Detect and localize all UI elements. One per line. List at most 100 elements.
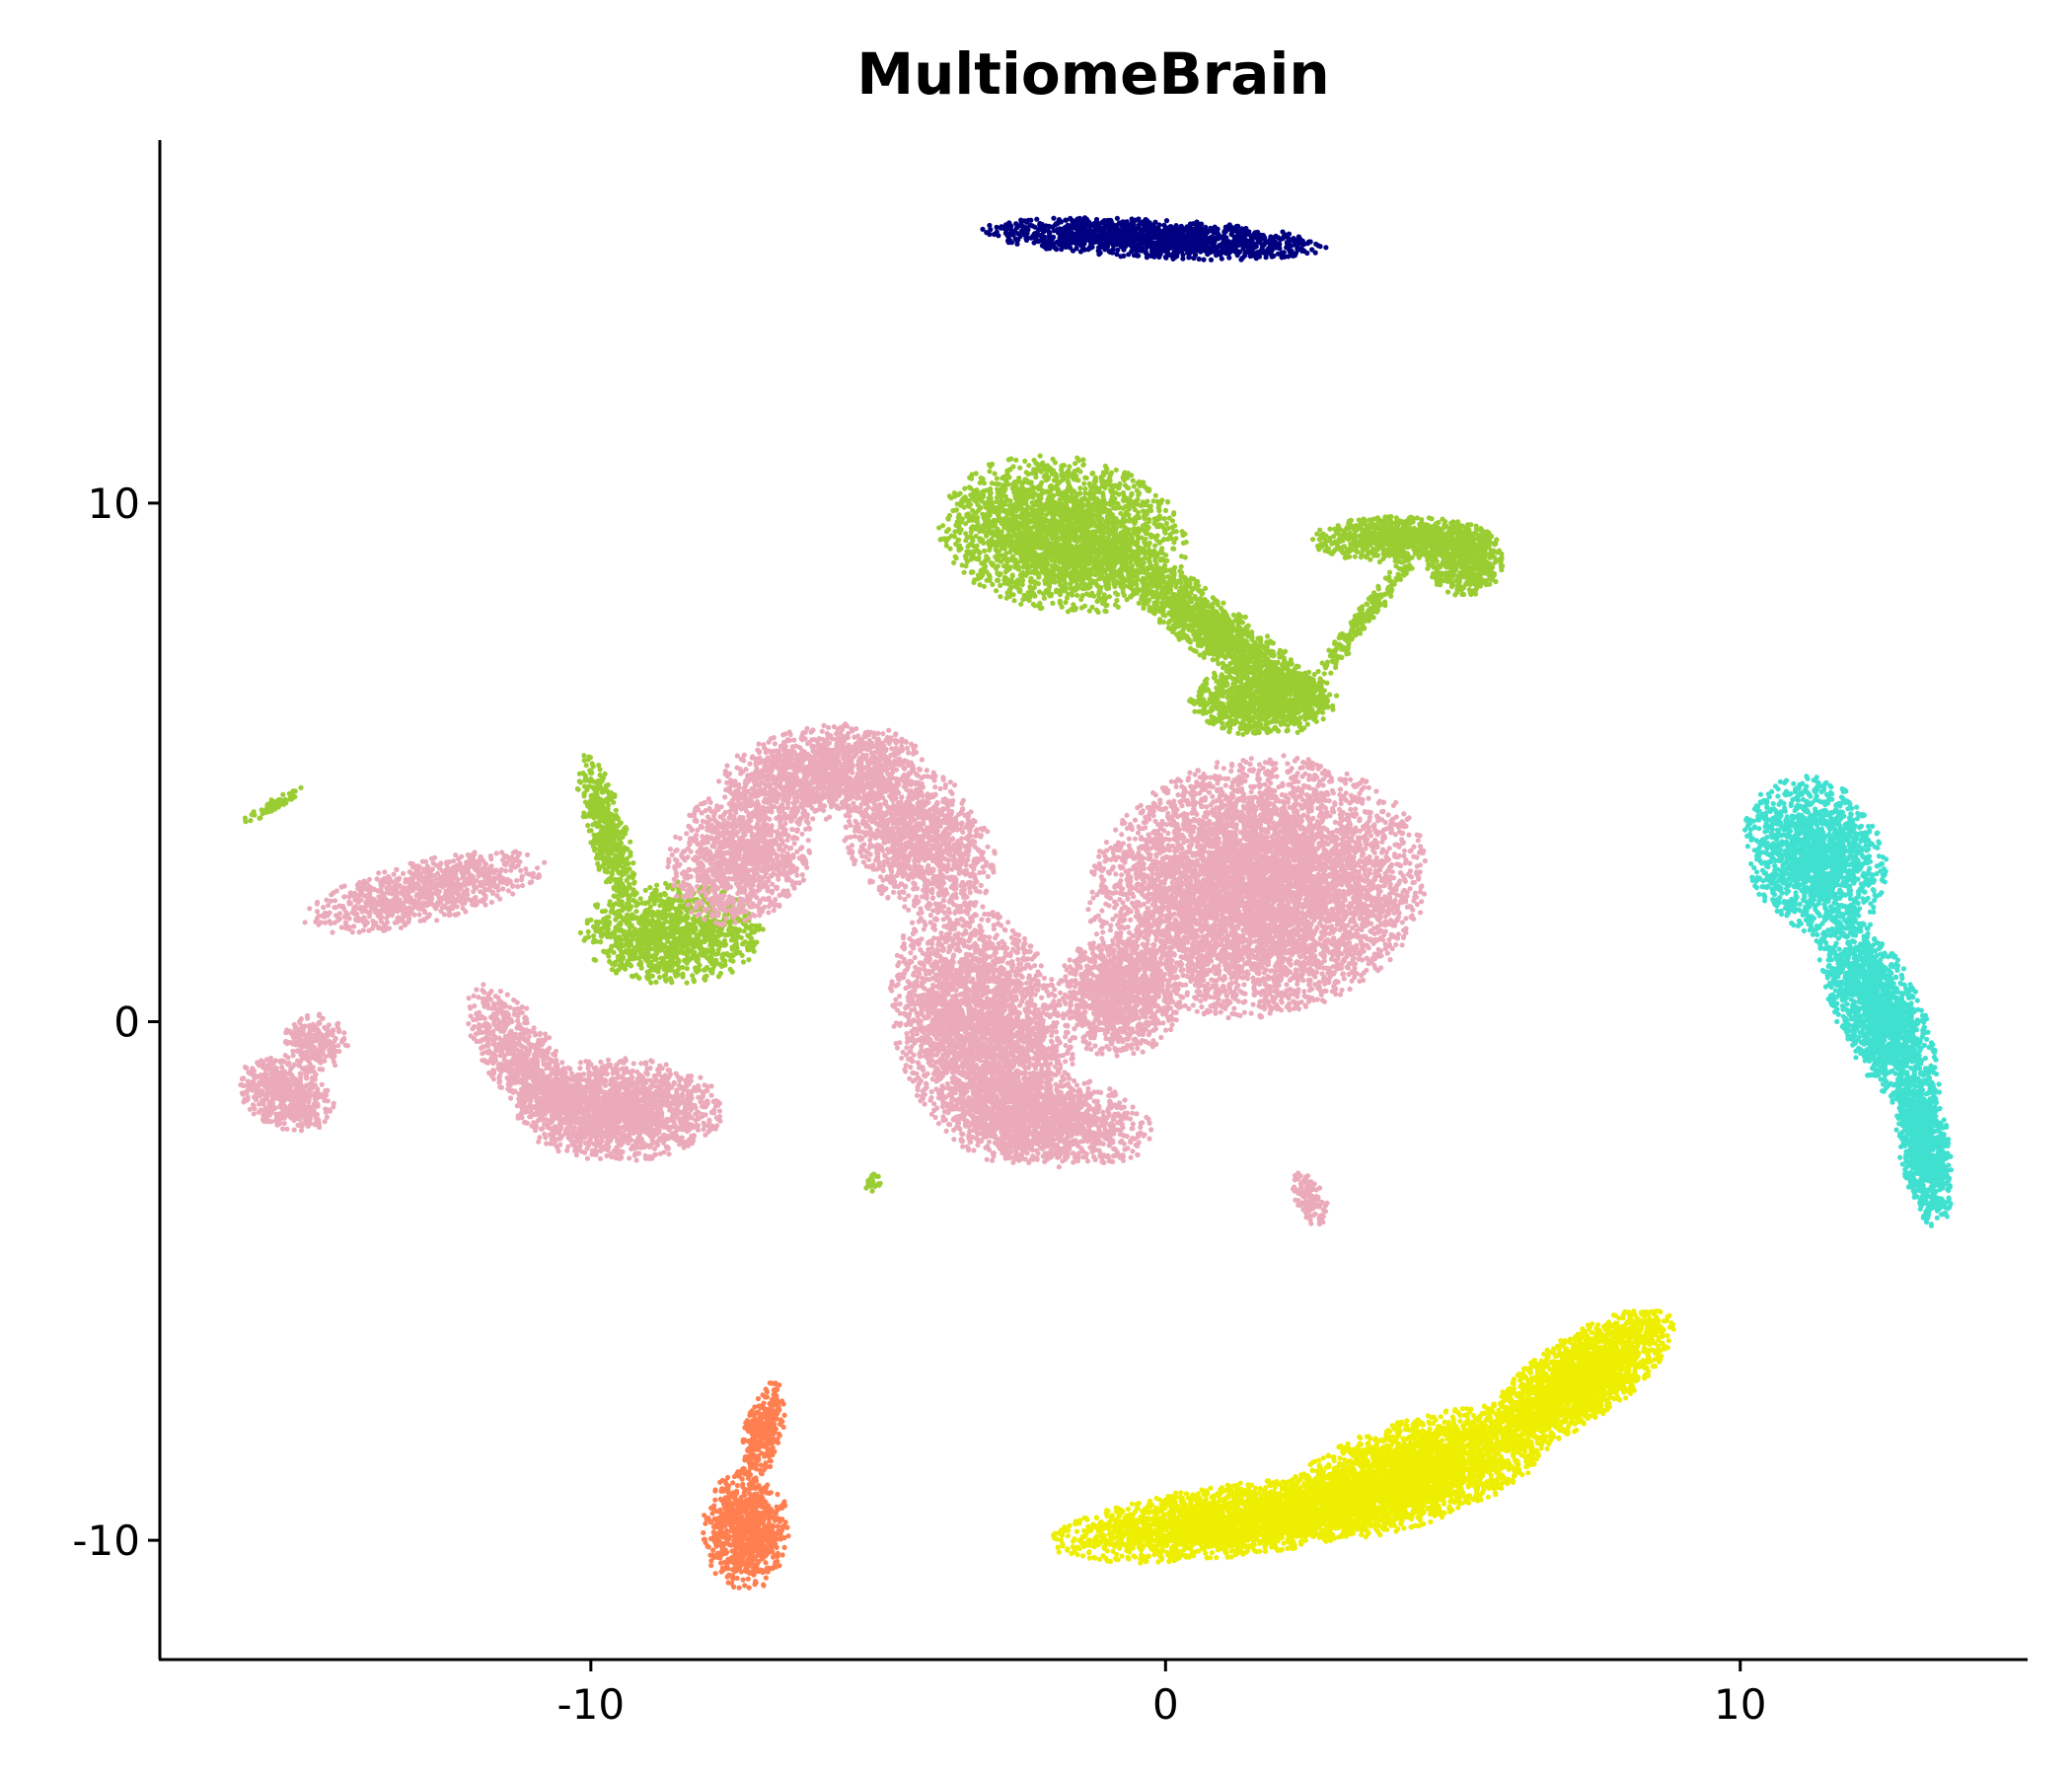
data-point	[1087, 559, 1093, 565]
data-point	[1171, 546, 1177, 552]
data-point	[1083, 591, 1089, 597]
data-point	[1226, 255, 1232, 260]
data-point	[954, 519, 960, 525]
data-point	[1074, 538, 1080, 545]
data-point	[1008, 456, 1014, 462]
data-point	[1300, 248, 1306, 254]
data-point	[1042, 578, 1049, 584]
data-point	[1081, 603, 1088, 609]
data-point	[1018, 601, 1024, 607]
data-point	[1252, 234, 1258, 240]
data-point	[1022, 525, 1028, 532]
data-point	[1018, 217, 1024, 223]
data-point	[1031, 457, 1037, 463]
data-point	[1023, 236, 1029, 242]
data-point	[971, 550, 977, 556]
data-point	[1078, 506, 1084, 512]
data-point	[1148, 253, 1154, 259]
data-point	[980, 494, 986, 500]
data-point	[1029, 223, 1035, 229]
data-point	[1075, 478, 1081, 483]
data-point	[1198, 244, 1204, 250]
data-point	[1107, 527, 1113, 533]
data-point	[1044, 546, 1050, 552]
data-point	[981, 488, 987, 494]
data-point	[1013, 221, 1019, 227]
data-point	[1187, 229, 1193, 236]
data-point	[1087, 237, 1093, 243]
data-point	[1073, 569, 1079, 575]
data-point	[972, 577, 978, 583]
data-point	[988, 560, 995, 566]
data-point	[995, 529, 1000, 536]
data-point	[995, 494, 1000, 500]
data-point	[1058, 219, 1064, 225]
data-point	[994, 476, 1000, 481]
data-point	[1150, 498, 1156, 504]
data-point	[1077, 485, 1083, 491]
data-point	[996, 233, 1001, 239]
data-point	[1155, 501, 1161, 507]
data-point	[965, 513, 971, 519]
data-point	[1023, 470, 1029, 476]
data-point	[1296, 234, 1302, 241]
data-point	[1222, 224, 1228, 230]
data-point	[1167, 224, 1173, 230]
data-point	[963, 538, 969, 544]
data-point	[1051, 549, 1057, 555]
cluster-0-points	[980, 215, 1329, 262]
data-point	[1148, 534, 1154, 540]
data-point	[1265, 633, 1271, 639]
data-point	[964, 558, 971, 565]
data-point	[1252, 241, 1259, 247]
data-point	[1162, 603, 1168, 609]
data-point	[1095, 609, 1101, 616]
data-point	[1304, 250, 1310, 257]
data-point	[1018, 504, 1024, 510]
data-point	[1064, 217, 1070, 223]
data-point	[1049, 563, 1055, 570]
data-point	[1022, 458, 1028, 464]
data-point	[1013, 508, 1019, 514]
data-point	[1107, 473, 1113, 479]
data-point	[1120, 225, 1127, 231]
data-point	[1038, 222, 1045, 228]
data-point	[1081, 215, 1088, 221]
data-point	[1066, 481, 1072, 486]
data-point	[1007, 504, 1013, 511]
data-point	[1071, 513, 1076, 519]
data-point	[1117, 481, 1123, 487]
data-point	[1017, 232, 1023, 238]
data-point	[1171, 540, 1177, 546]
data-point	[1221, 600, 1226, 606]
data-point	[1153, 225, 1159, 231]
data-point	[1113, 489, 1119, 496]
data-point	[1300, 242, 1306, 248]
data-point	[1104, 479, 1110, 484]
data-point	[1118, 523, 1124, 529]
data-point	[1091, 228, 1097, 234]
data-point	[951, 493, 958, 499]
data-point	[1050, 600, 1056, 607]
data-point	[1247, 254, 1253, 259]
data-point	[1016, 535, 1022, 541]
data-point	[1147, 486, 1152, 492]
data-point	[1118, 530, 1124, 536]
data-point	[1023, 572, 1029, 578]
data-point	[1140, 575, 1146, 582]
data-point	[1014, 577, 1020, 583]
data-point	[1050, 536, 1056, 542]
data-point	[1113, 590, 1119, 596]
data-point	[1024, 219, 1030, 225]
data-point	[966, 542, 973, 549]
data-point	[956, 512, 962, 518]
data-point	[984, 524, 990, 530]
data-point	[1203, 585, 1209, 592]
data-point	[1118, 545, 1124, 551]
data-point	[1192, 232, 1198, 238]
data-point	[1036, 513, 1042, 519]
data-point	[1101, 592, 1107, 598]
data-point	[1103, 603, 1109, 609]
data-point	[1027, 546, 1033, 552]
data-point	[1129, 473, 1135, 479]
